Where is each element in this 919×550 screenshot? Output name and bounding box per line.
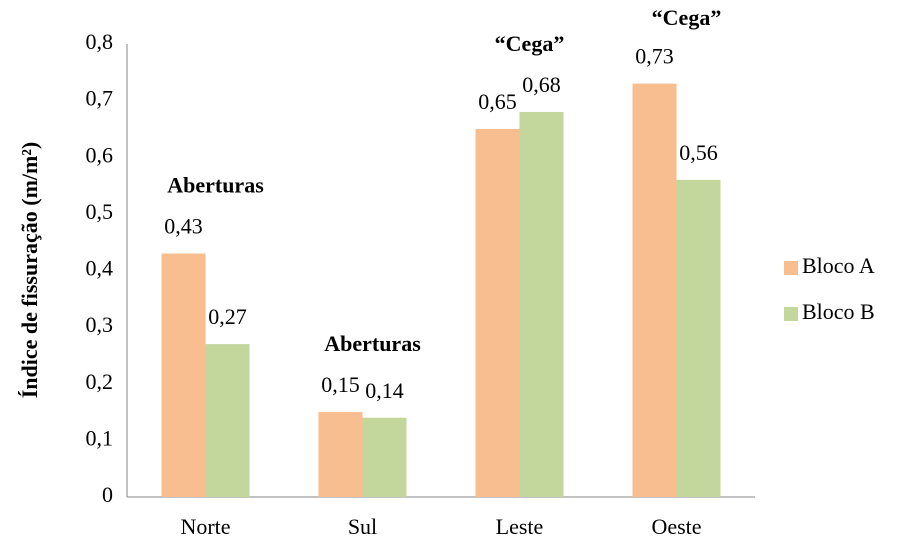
y-tick-label: 0: [102, 482, 113, 507]
legend-swatch: [784, 261, 798, 275]
value-label: 0,27: [208, 304, 247, 329]
legend-label: Bloco A: [802, 253, 875, 278]
value-label: 0,73: [635, 44, 674, 69]
y-tick-label: 0,7: [86, 86, 114, 111]
y-tick-label: 0,8: [86, 29, 114, 54]
value-label: 0,68: [522, 72, 561, 97]
x-tick-label: Sul: [348, 514, 377, 539]
bar: [318, 412, 363, 497]
legend-label: Bloco B: [802, 299, 875, 324]
annotation: Aberturas: [167, 173, 264, 198]
value-label: 0,65: [478, 89, 517, 114]
annotation: Aberturas: [324, 331, 421, 356]
bar: [161, 253, 206, 497]
value-label: 0,56: [679, 140, 718, 165]
bar: [519, 111, 564, 497]
value-label: 0,15: [321, 372, 360, 397]
y-tick-label: 0,4: [86, 256, 114, 281]
y-tick-label: 0,5: [86, 199, 114, 224]
value-label: 0,14: [365, 378, 404, 403]
bar: [205, 344, 250, 497]
y-tick-label: 0,2: [86, 369, 114, 394]
annotation: “Cega”: [495, 31, 565, 56]
x-tick-label: Norte: [180, 514, 230, 539]
annotation: “Cega”: [652, 5, 722, 30]
bar: [632, 83, 677, 497]
bar: [676, 179, 721, 497]
y-tick-label: 0,1: [86, 425, 114, 450]
legend-swatch: [784, 307, 798, 321]
y-axis-title: Índice de fissuração (m/m²): [17, 142, 42, 399]
bar: [362, 417, 407, 497]
value-label: 0,43: [164, 214, 203, 239]
bar: [475, 128, 520, 497]
y-tick-label: 0,6: [86, 142, 114, 167]
x-tick-label: Leste: [496, 514, 544, 539]
x-tick-label: Oeste: [651, 514, 701, 539]
y-tick-label: 0,3: [86, 312, 114, 337]
